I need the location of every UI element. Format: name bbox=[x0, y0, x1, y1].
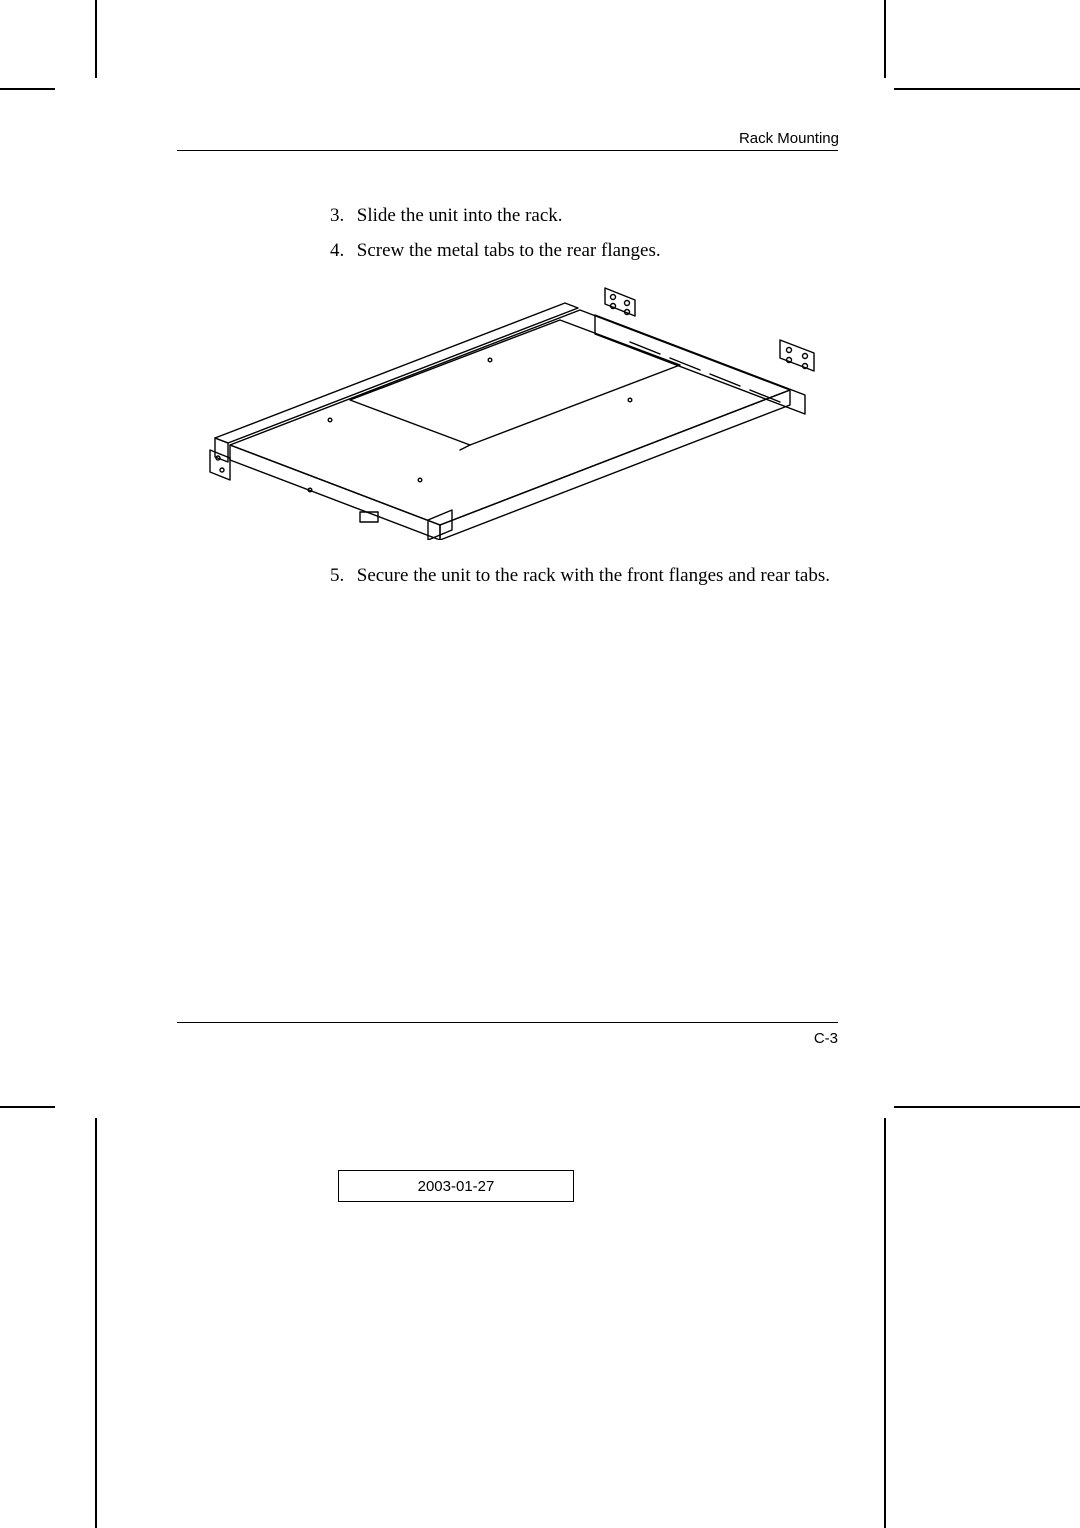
rack-diagram bbox=[160, 280, 840, 540]
step-text: Secure the unit to the rack with the fro… bbox=[357, 565, 830, 586]
crop-mark bbox=[884, 1118, 886, 1528]
step-text: Slide the unit into the rack. bbox=[357, 205, 563, 226]
date-box: 2003-01-27 bbox=[338, 1170, 574, 1202]
step-4: 4. Screw the metal tabs to the rear flan… bbox=[330, 235, 840, 266]
page: Rack Mounting 3. Slide the unit into the… bbox=[0, 0, 1080, 1528]
crop-mark bbox=[0, 1106, 55, 1108]
page-number: C-3 bbox=[177, 1030, 838, 1047]
step-5: 5. Secure the unit to the rack with the … bbox=[330, 560, 840, 591]
step-number: 5. bbox=[330, 560, 352, 591]
crop-mark bbox=[894, 1106, 1080, 1108]
crop-mark bbox=[95, 0, 97, 78]
step-text: Screw the metal tabs to the rear flanges… bbox=[357, 240, 661, 261]
rack-diagram-svg bbox=[160, 280, 840, 540]
steps-upper: 3. Slide the unit into the rack. 4. Scre… bbox=[330, 200, 840, 271]
header-block: Rack Mounting bbox=[177, 130, 839, 151]
footer-rule bbox=[177, 1022, 838, 1023]
step-number: 4. bbox=[330, 235, 352, 266]
crop-mark bbox=[95, 1118, 97, 1528]
crop-mark bbox=[0, 88, 55, 90]
crop-mark bbox=[894, 88, 1080, 90]
header-rule bbox=[177, 150, 838, 151]
step-3: 3. Slide the unit into the rack. bbox=[330, 200, 840, 231]
step-number: 3. bbox=[330, 200, 352, 231]
crop-mark bbox=[884, 0, 886, 78]
running-title: Rack Mounting bbox=[177, 130, 839, 147]
steps-lower: 5. Secure the unit to the rack with the … bbox=[330, 560, 840, 595]
